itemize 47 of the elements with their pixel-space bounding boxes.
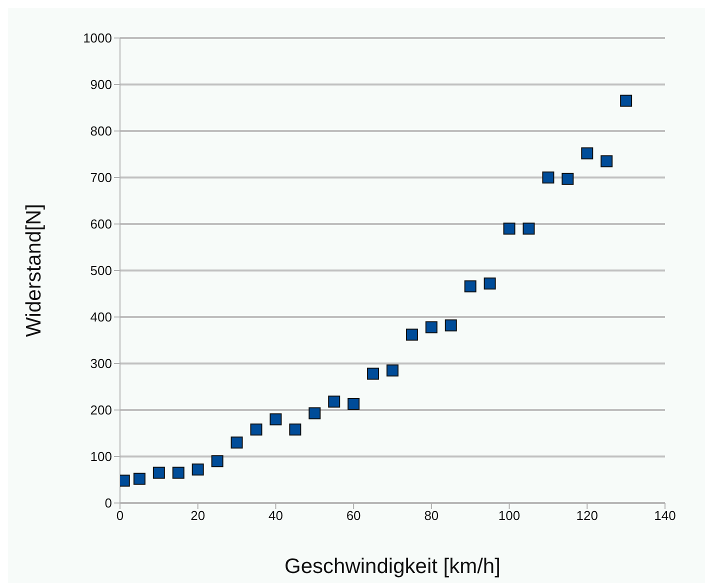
x-tick-label: 0 [116, 508, 124, 524]
point [308, 407, 321, 420]
x-axis-title: Geschwindigkeit [km/h] [284, 555, 500, 578]
point [425, 321, 438, 334]
point [230, 436, 243, 449]
x-tick-label: 80 [424, 508, 439, 524]
y-tick-label: 900 [90, 77, 112, 92]
x-tick-label: 140 [654, 508, 676, 524]
point [211, 455, 224, 468]
point [522, 222, 535, 235]
y-tick-label: 200 [90, 402, 112, 418]
point [133, 472, 146, 485]
point [192, 464, 204, 476]
point [152, 466, 165, 479]
point [348, 398, 360, 410]
point [581, 147, 594, 160]
y-tick-label: 400 [90, 310, 112, 325]
point [172, 466, 184, 479]
point [503, 222, 516, 235]
y-tick-label: 800 [90, 124, 112, 139]
x-tick-label: 100 [498, 508, 520, 524]
point [444, 319, 457, 332]
y-tick-label: 100 [90, 449, 112, 464]
point [562, 172, 574, 185]
point [386, 364, 398, 376]
point [620, 94, 632, 107]
y-tick-label: 500 [90, 263, 112, 278]
point [270, 413, 282, 426]
y-tick-label: 1000 [83, 30, 112, 46]
x-tick-label: 40 [268, 508, 283, 524]
x-tick-label: 60 [346, 508, 361, 524]
point [464, 280, 476, 292]
y-tick-label: 700 [90, 170, 112, 186]
point [367, 368, 380, 380]
point [484, 278, 496, 290]
x-tick-label: 20 [190, 508, 206, 524]
point [542, 172, 554, 184]
point [406, 328, 418, 341]
x-tick-label: 120 [576, 508, 598, 524]
point [328, 396, 340, 408]
y-tick-label: 600 [90, 216, 112, 232]
point [600, 155, 613, 168]
y-tick-label: 0 [104, 496, 112, 511]
y-tick-label: 300 [90, 356, 112, 372]
point [250, 424, 262, 436]
point [289, 424, 302, 436]
y-axis-title: Widerstand[N] [22, 204, 46, 338]
